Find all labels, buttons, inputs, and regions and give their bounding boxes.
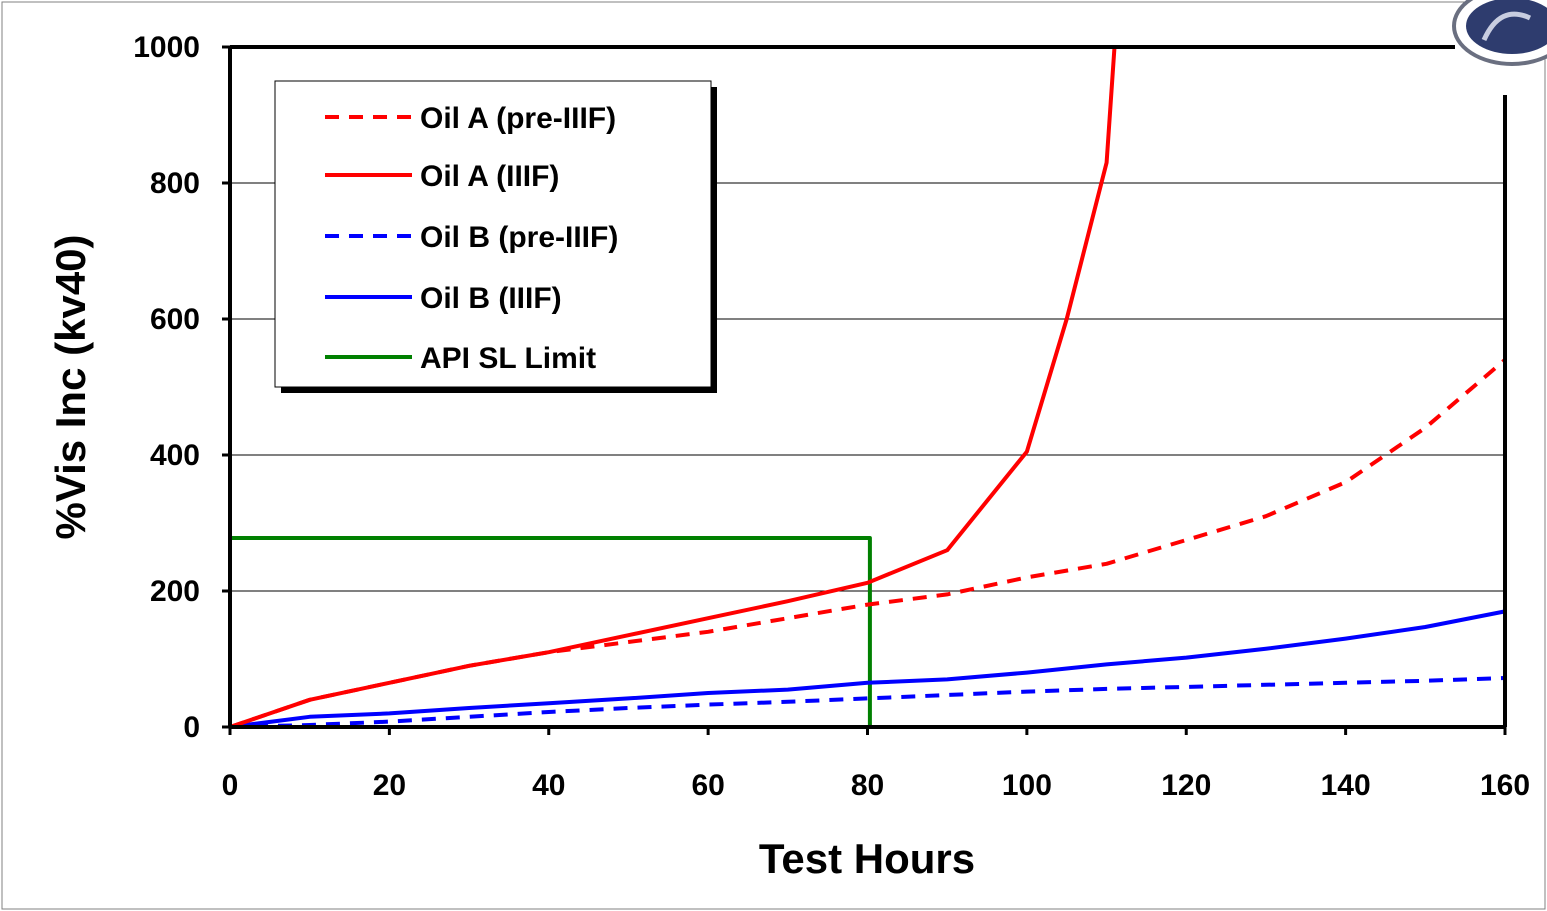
y-tick-label: 0 — [183, 711, 200, 744]
y-tick-label: 200 — [150, 575, 200, 608]
legend: Oil A (pre-IIIF) Oil A (IIIF) Oil B (pre-I… — [325, 102, 618, 375]
series-line-4 — [230, 536, 872, 727]
y-tick-labels: 0 200 400 600 800 1000 — [133, 31, 230, 744]
y-tick-label: 600 — [150, 303, 200, 336]
x-tick-label: 0 — [222, 769, 239, 802]
x-tick-label: 80 — [851, 769, 884, 802]
series-line-2 — [229, 676, 1506, 729]
x-axis-title: Test Hours — [759, 835, 975, 882]
series-line-3 — [229, 609, 1506, 729]
legend-box — [274, 80, 712, 388]
y-axis-title: %Vis Inc (kv40) — [47, 234, 94, 539]
series-line-0 — [229, 358, 1507, 729]
series-lines — [229, 46, 1507, 729]
x-tick-label: 160 — [1480, 769, 1530, 802]
x-tick-label: 20 — [373, 769, 406, 802]
logo-swoosh — [1481, 11, 1532, 42]
x-tick-label: 120 — [1161, 769, 1211, 802]
legend-label: Oil A (pre-IIIF) — [420, 102, 616, 135]
legend-label: Oil B (IIIF) — [420, 282, 562, 315]
logo-badge — [1452, 0, 1547, 66]
legend-label: API SL Limit — [420, 342, 596, 375]
x-tick-labels: 0 20 40 60 80 100 120 140 160 — [222, 727, 1530, 802]
x-tick-label: 60 — [691, 769, 724, 802]
y-tick-label: 400 — [150, 439, 200, 472]
legend-label: Oil B (pre-IIIF) — [420, 221, 618, 254]
x-tick-label: 100 — [1002, 769, 1052, 802]
y-tick-label: 800 — [150, 167, 200, 200]
series-line-1 — [229, 46, 1117, 729]
x-tick-label: 140 — [1321, 769, 1371, 802]
y-tick-label: 1000 — [133, 31, 200, 64]
x-tick-label: 40 — [532, 769, 565, 802]
legend-label: Oil A (IIIF) — [420, 160, 559, 193]
